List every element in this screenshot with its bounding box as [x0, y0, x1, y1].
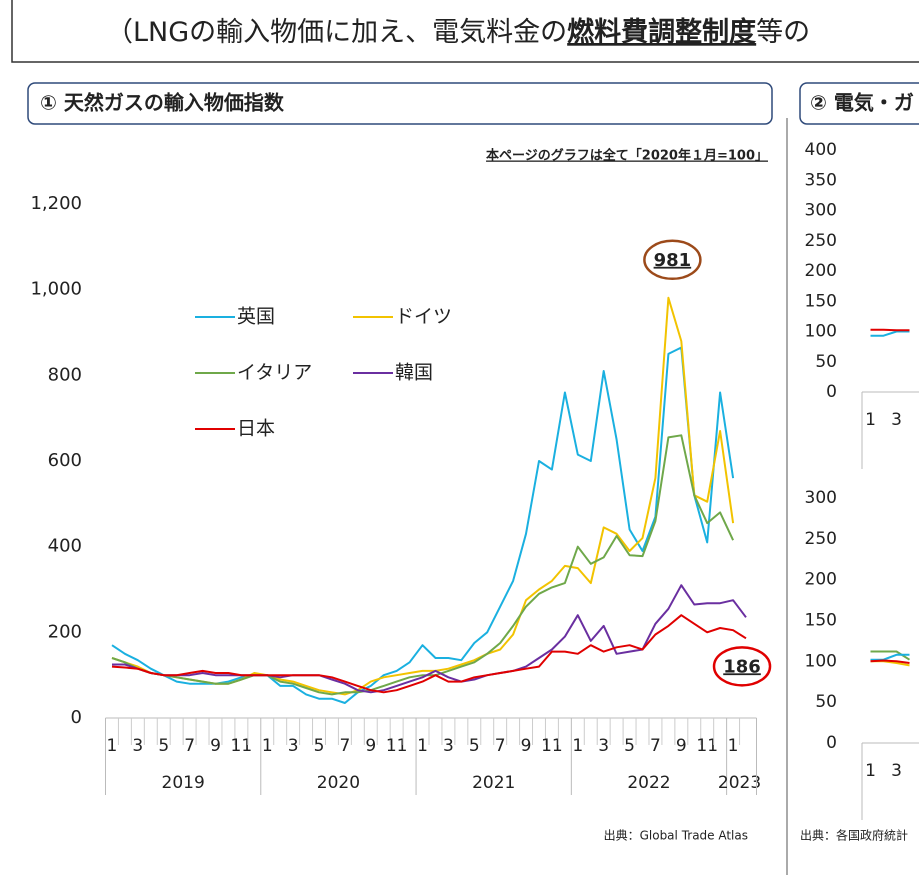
x-tick-label: 11	[696, 736, 718, 756]
legend-label: 日本	[237, 418, 275, 440]
x-tick-label: 3	[891, 761, 902, 781]
year-label: 2019	[162, 773, 205, 793]
series-line	[870, 328, 910, 332]
series-line	[870, 330, 910, 337]
x-tick-label: 1	[417, 736, 428, 756]
legend-label: イタリア	[237, 362, 312, 384]
series-line	[111, 296, 735, 696]
x-tick-label: 1	[107, 736, 118, 756]
y-tick-label: 0	[71, 707, 82, 728]
y-tick-label: 150	[805, 291, 837, 311]
series-line	[870, 653, 910, 661]
legend-label: 英国	[237, 306, 275, 328]
year-label: 2023	[718, 773, 761, 793]
x-tick-label: 11	[541, 736, 563, 756]
y-tick-label: 0	[826, 382, 837, 402]
x-tick-label: 5	[624, 736, 635, 756]
y-tick-label: 1,200	[30, 193, 82, 214]
legend-label: 韓国	[395, 362, 433, 384]
header-part: 燃料費調整制度	[567, 16, 756, 48]
source: 出典：Global Trade Atlas	[604, 829, 748, 843]
x-tick-label: 5	[158, 736, 169, 756]
x-tick-label: 1	[865, 410, 876, 430]
series-line	[112, 584, 747, 694]
source: 出典：各国政府統計	[800, 828, 908, 843]
x-tick-label: 11	[386, 736, 408, 756]
x-tick-label: 3	[598, 736, 609, 756]
y-tick-label: 100	[805, 322, 837, 342]
x-tick-label: 1	[865, 761, 876, 781]
series-line	[111, 434, 735, 696]
x-tick-label: 3	[288, 736, 299, 756]
panel-title-box	[799, 82, 919, 125]
x-tick-label: 1	[572, 736, 583, 756]
x-tick-label: 1	[728, 736, 739, 756]
chart-note: 本ページのグラフは全て「2020年１月=100」	[486, 148, 768, 164]
x-tick-label: 7	[184, 736, 195, 756]
y-tick-label: 200	[48, 621, 82, 642]
y-tick-label: 350	[805, 170, 837, 190]
header-box	[11, 0, 919, 63]
y-tick-label: 1,000	[30, 279, 82, 300]
panel-title: ② 電気・ガ	[810, 91, 914, 115]
data-label: 186	[723, 656, 761, 677]
y-tick-label: 250	[805, 231, 837, 251]
data-label: 981	[654, 250, 692, 271]
x-tick-label: 7	[339, 736, 350, 756]
x-tick-label: 9	[676, 736, 687, 756]
y-tick-label: 300	[805, 488, 837, 508]
year-label: 2021	[472, 773, 515, 793]
y-tick-label: 200	[805, 261, 837, 281]
y-tick-label: 100	[805, 651, 837, 671]
y-tick-label: 50	[815, 692, 837, 712]
x-tick-label: 3	[891, 410, 902, 430]
x-tick-label: 7	[650, 736, 661, 756]
series-line	[870, 659, 910, 664]
label-circle	[643, 239, 702, 281]
x-tick-label: 5	[469, 736, 480, 756]
y-tick-label: 250	[805, 529, 837, 549]
x-tick-label: 9	[210, 736, 221, 756]
header-part: （LNGの輸入物価に加え、電気料金の	[106, 17, 567, 48]
header-part: 等の	[756, 17, 810, 48]
x-tick-label: 3	[443, 736, 454, 756]
x-tick-label: 9	[521, 736, 532, 756]
year-label: 2020	[317, 773, 360, 793]
y-tick-label: 800	[48, 364, 82, 385]
x-tick-label: 11	[231, 736, 253, 756]
x-tick-label: 1	[262, 736, 273, 756]
y-tick-label: 400	[805, 140, 837, 160]
y-tick-label: 600	[48, 450, 82, 471]
panel-title-box	[27, 82, 773, 125]
y-tick-label: 200	[805, 570, 837, 590]
year-label: 2022	[627, 773, 670, 793]
x-tick-label: 5	[314, 736, 325, 756]
y-tick-label: 400	[48, 536, 82, 557]
panel-title: ① 天然ガスの輸入物価指数	[40, 91, 285, 115]
header-text: （LNGの輸入物価に加え、電気料金の燃料費調整制度等の	[106, 16, 810, 48]
series-line	[111, 614, 747, 694]
x-tick-label: 9	[365, 736, 376, 756]
y-tick-label: 50	[815, 352, 837, 372]
legend-label: ドイツ	[395, 306, 452, 328]
y-tick-label: 0	[826, 733, 837, 753]
label-circle	[712, 646, 772, 687]
y-tick-label: 300	[805, 201, 837, 221]
x-tick-label: 3	[132, 736, 143, 756]
x-tick-label: 7	[495, 736, 506, 756]
y-tick-label: 150	[805, 611, 837, 631]
